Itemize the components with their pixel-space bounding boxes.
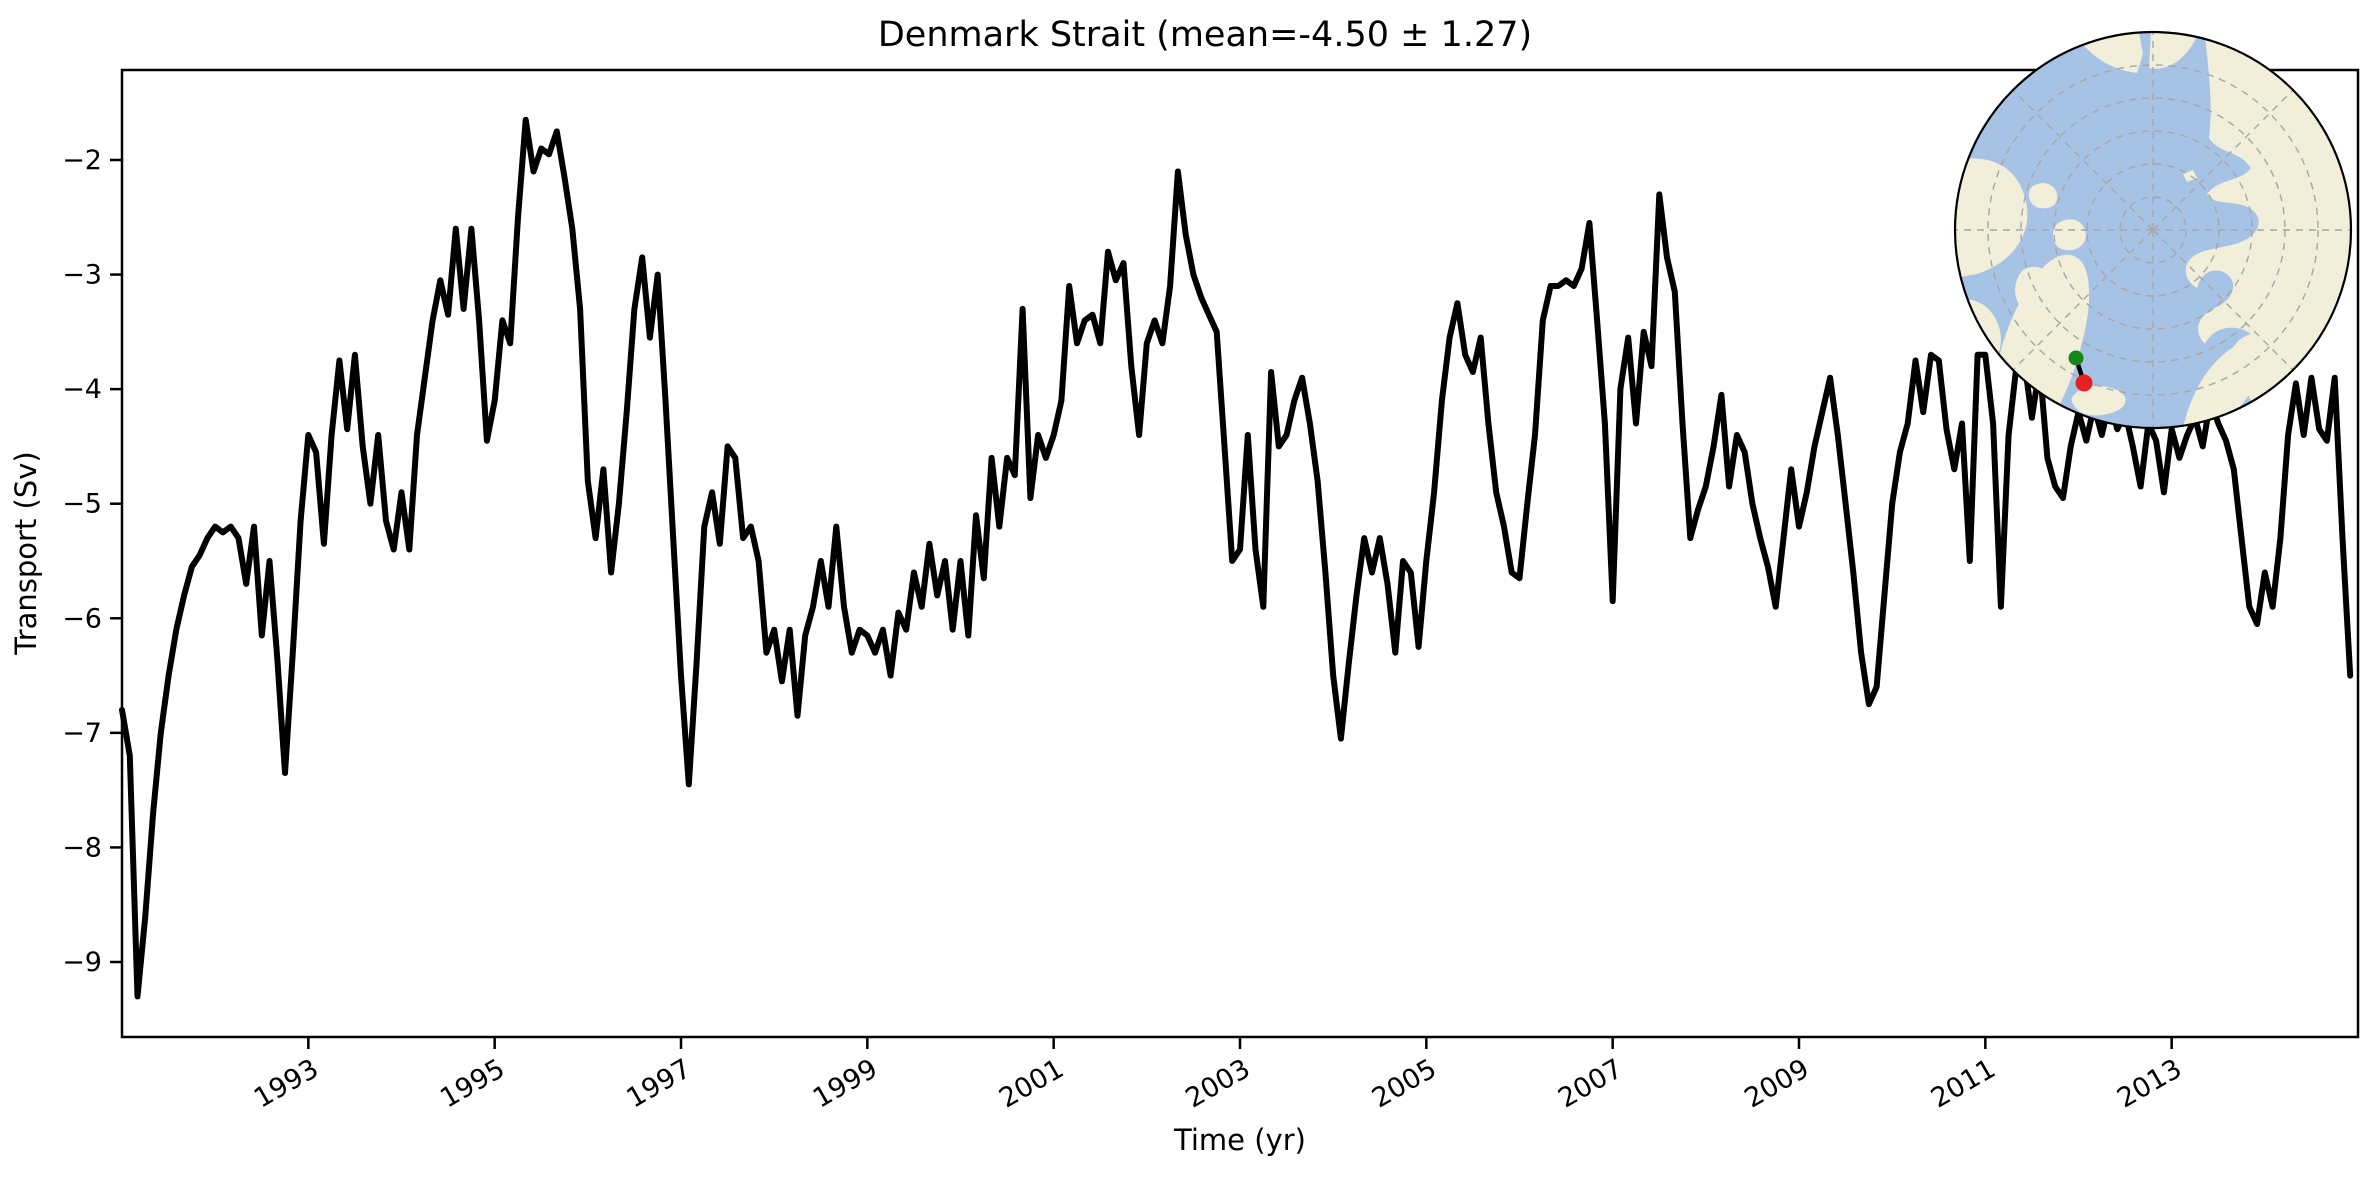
map-landmass bbox=[2071, 386, 2126, 416]
x-tick-label: 1997 bbox=[621, 1053, 696, 1114]
map-graticule bbox=[1955, 32, 2351, 428]
x-tick-label: 2003 bbox=[1180, 1053, 1255, 1114]
inset-map bbox=[1953, 30, 2353, 430]
map-landmass bbox=[2149, 32, 2199, 69]
plot-frame bbox=[120, 68, 2360, 1039]
y-tick-label: −9 bbox=[62, 947, 102, 978]
graticule-circle bbox=[2053, 130, 2253, 330]
map-landmass bbox=[1985, 212, 2020, 244]
x-tick-label: 2009 bbox=[1739, 1053, 1814, 1114]
graticule-meridian bbox=[2012, 229, 2154, 371]
map-border bbox=[1953, 30, 2353, 430]
map-landmass bbox=[2183, 170, 2197, 182]
x-tick-label: 2001 bbox=[994, 1053, 1069, 1114]
x-axis-ticks: 1993 1995 1997 1999 2001 2003 2005 2007 2009 2011… bbox=[249, 1037, 2187, 1114]
x-tick-label: 2005 bbox=[1367, 1053, 1442, 1114]
y-tick-label: −8 bbox=[62, 832, 102, 863]
y-tick-label: −5 bbox=[62, 489, 102, 520]
x-tick-label: 1999 bbox=[808, 1053, 883, 1114]
y-tick-label: −3 bbox=[62, 260, 102, 291]
x-tick-label: 2011 bbox=[1926, 1053, 2001, 1114]
map-landmass bbox=[2261, 226, 2275, 238]
y-tick-label: −7 bbox=[62, 718, 102, 749]
section-end-marker bbox=[2075, 374, 2093, 392]
map-landmass bbox=[2280, 258, 2307, 296]
map-landmass bbox=[2185, 37, 2351, 404]
y-tick-label: −2 bbox=[62, 145, 102, 176]
transport-line bbox=[119, 116, 2354, 1000]
map-landmass bbox=[2052, 219, 2086, 251]
x-tick-label: 1993 bbox=[249, 1053, 324, 1114]
y-axis-ticks: −9 −8 −7 −6 −5 −4 −3 −2 bbox=[62, 145, 122, 978]
x-tick-label: 2007 bbox=[1553, 1053, 1628, 1114]
section-start-marker bbox=[2068, 350, 2084, 366]
map-land bbox=[1955, 32, 2351, 428]
x-tick-label: 1995 bbox=[435, 1053, 510, 1114]
map-landmass bbox=[2225, 258, 2245, 276]
x-tick-label: 2013 bbox=[2112, 1053, 2187, 1114]
chart-title: Denmark Strait (mean=-4.50 ± 1.27) bbox=[878, 15, 1532, 55]
map-landmass bbox=[2028, 183, 2058, 209]
graticule-meridian bbox=[2012, 89, 2154, 231]
map-landmass bbox=[2269, 192, 2283, 204]
y-tick-label: −4 bbox=[62, 374, 102, 405]
x-axis-label: Time (yr) bbox=[1173, 1123, 1306, 1157]
map-landmass bbox=[2183, 340, 2266, 428]
graticule-circle bbox=[1987, 64, 2319, 396]
y-tick-label: −6 bbox=[62, 603, 102, 634]
y-axis-label: Transport (Sv) bbox=[9, 451, 43, 656]
graticule-meridian bbox=[2152, 229, 2294, 371]
graticule-meridian bbox=[2152, 89, 2294, 231]
